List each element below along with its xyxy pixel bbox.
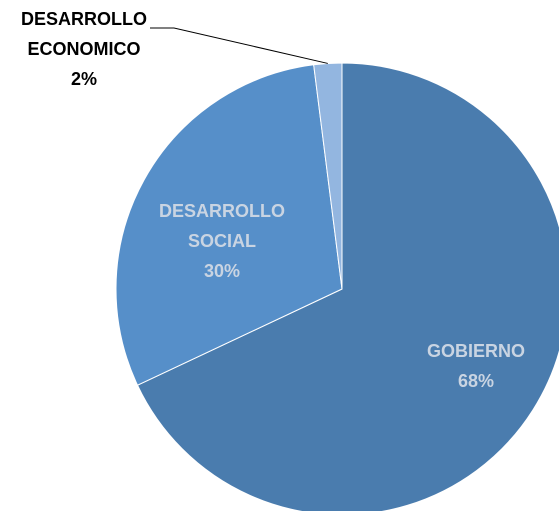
slices-group: [115, 62, 559, 511]
slice-name-label: DESARROLLO: [159, 201, 285, 221]
pie-slice-gobierno: [136, 62, 559, 511]
slice-label-gobierno: GOBIERNO 68%: [427, 341, 525, 391]
slice-percent-label: 68%: [458, 371, 494, 391]
slice-percent-label: 30%: [204, 261, 240, 281]
slice-percent-label: 2%: [71, 69, 97, 89]
slice-name-label: ECONOMICO: [27, 39, 140, 59]
pie-slice-desarrollo-social: [115, 64, 343, 386]
slice-name-label: SOCIAL: [188, 231, 256, 251]
pie-slice-desarrollo-economico: [313, 62, 343, 290]
slice-label-desarrollo-social: DESARROLLO SOCIAL 30%: [159, 201, 285, 281]
leader-line: [150, 27, 328, 64]
slice-label-desarrollo-economico: DESARROLLO ECONOMICO 2%: [21, 9, 147, 89]
slice-name-label: GOBIERNO: [427, 341, 525, 361]
labels-group: GOBIERNO 68%DESARROLLO SOCIAL 30%DESARROLLO…: [21, 9, 525, 391]
leader-lines-group: [150, 27, 328, 64]
slice-name-label: DESARROLLO: [21, 9, 147, 29]
